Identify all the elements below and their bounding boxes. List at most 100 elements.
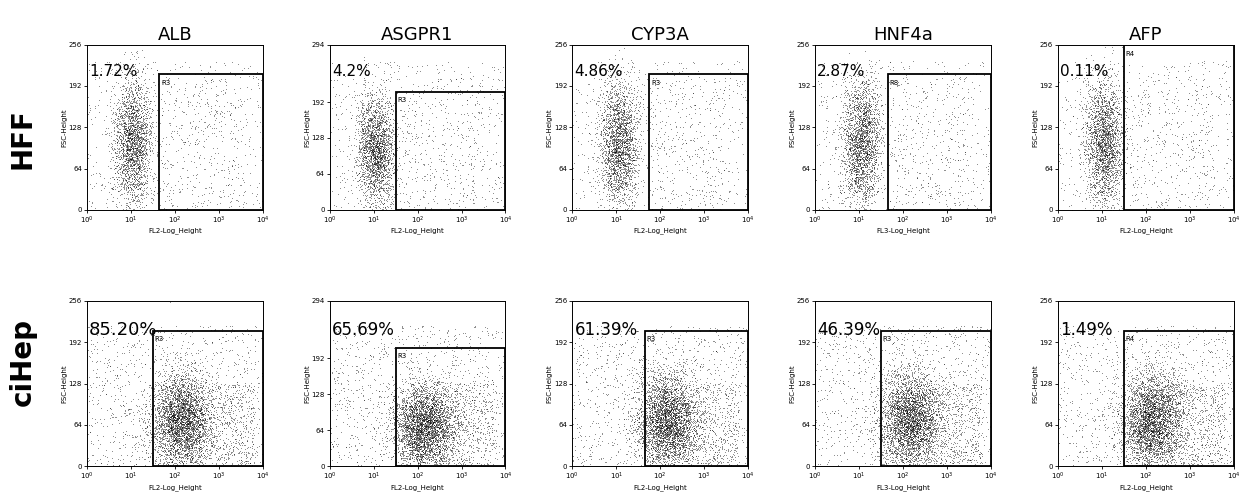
Point (155, 407, 175, 415)
Point (184, 393, 203, 401)
Point (224, 383, 244, 391)
Point (367, 140, 387, 148)
Point (1081, 107, 1101, 115)
Point (172, 420, 192, 428)
Point (665, 442, 684, 450)
Point (620, 136, 640, 144)
Point (1142, 405, 1162, 413)
Point (1145, 462, 1164, 470)
Point (676, 401, 696, 409)
Point (1159, 425, 1179, 433)
Point (676, 407, 696, 415)
Point (605, 145, 625, 153)
Point (389, 440, 409, 448)
Point (1132, 411, 1152, 419)
Point (893, 435, 913, 443)
Point (1085, 424, 1105, 432)
Point (161, 389, 181, 397)
Point (889, 162, 909, 170)
Point (877, 420, 897, 428)
Point (355, 116, 374, 124)
Point (573, 344, 593, 352)
Point (894, 121, 914, 128)
Point (909, 444, 929, 452)
Point (663, 377, 683, 385)
Point (373, 162, 393, 170)
Point (238, 412, 258, 420)
Point (181, 408, 201, 416)
Point (680, 169, 699, 177)
Point (596, 355, 616, 363)
Point (1152, 392, 1172, 400)
Point (450, 436, 470, 444)
Point (1107, 439, 1127, 447)
Point (646, 445, 666, 453)
Point (847, 167, 867, 175)
Point (231, 97, 250, 105)
Point (1104, 140, 1123, 148)
Point (605, 169, 625, 177)
Point (1167, 435, 1187, 443)
Point (624, 161, 644, 169)
Point (599, 138, 619, 146)
Point (1100, 104, 1120, 112)
Point (909, 402, 929, 410)
Point (897, 390, 916, 398)
Point (887, 411, 906, 419)
Point (1194, 170, 1214, 178)
Point (1084, 168, 1104, 176)
Point (852, 118, 872, 126)
Point (1176, 391, 1195, 399)
Point (1137, 435, 1157, 443)
Point (1153, 415, 1173, 423)
Point (644, 420, 663, 428)
Point (893, 408, 913, 416)
Point (676, 408, 696, 416)
Point (1079, 157, 1099, 165)
Point (707, 391, 727, 399)
Point (174, 446, 193, 454)
Point (166, 388, 186, 396)
Point (651, 462, 671, 470)
Point (206, 449, 226, 457)
Point (378, 379, 398, 387)
Point (812, 196, 832, 204)
Point (653, 434, 673, 441)
Point (1100, 166, 1120, 174)
Point (424, 405, 444, 413)
Point (182, 402, 202, 410)
Point (156, 450, 176, 458)
Point (161, 387, 181, 395)
Point (413, 384, 433, 392)
Point (627, 414, 647, 422)
Point (919, 401, 939, 409)
Point (201, 454, 221, 462)
Point (665, 448, 684, 456)
Point (1210, 80, 1230, 88)
Point (867, 149, 887, 157)
Point (631, 93, 651, 101)
Point (605, 451, 625, 459)
Point (366, 141, 386, 149)
Point (1084, 56, 1104, 64)
Point (1070, 150, 1090, 158)
Point (428, 408, 448, 416)
Point (894, 410, 914, 418)
Point (646, 447, 666, 455)
Point (667, 458, 687, 466)
Point (1127, 462, 1147, 470)
Point (1130, 402, 1149, 410)
Point (117, 95, 136, 103)
Point (185, 401, 205, 409)
Point (123, 186, 143, 194)
Point (635, 398, 655, 406)
Point (1147, 448, 1167, 456)
Point (939, 158, 959, 166)
Point (370, 162, 389, 170)
Point (221, 425, 241, 433)
Point (450, 395, 470, 403)
Point (831, 120, 851, 128)
Point (565, 414, 585, 422)
Point (114, 162, 134, 170)
Point (656, 419, 676, 427)
